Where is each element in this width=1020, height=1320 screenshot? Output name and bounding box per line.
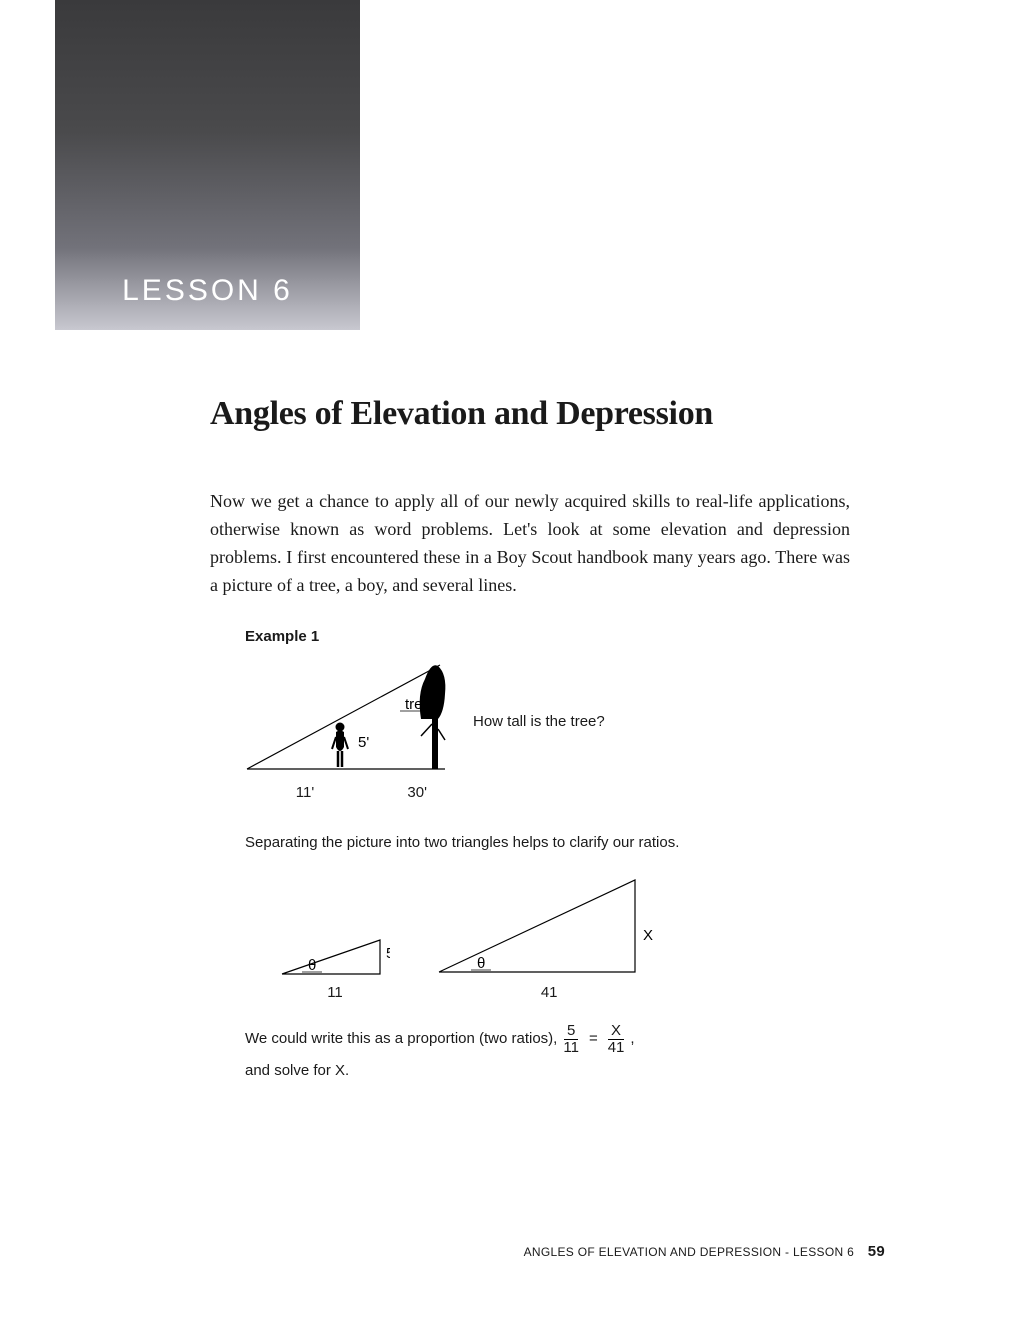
page-footer: ANGLES OF ELEVATION AND DEPRESSION - LES…	[524, 1243, 885, 1260]
page-title: Angles of Elevation and Depression	[210, 395, 850, 433]
distance-1: 11'	[265, 784, 345, 801]
comma: ,	[630, 1028, 634, 1051]
large-tri-base: 41	[439, 984, 659, 1001]
large-tri-opposite: X	[643, 927, 653, 944]
theta-label-small: θ	[308, 957, 316, 974]
small-tri-base: 11	[280, 984, 390, 1001]
large-triangle-icon: θ X	[435, 872, 655, 982]
theta-label-large: θ	[477, 955, 485, 972]
two-triangles-figure: θ 5 θ X	[280, 872, 850, 982]
separation-text: Separating the picture into two triangle…	[245, 831, 850, 854]
page-content: Angles of Elevation and Depression Now w…	[210, 395, 850, 1101]
lesson-label: LESSON 6	[122, 274, 293, 308]
fraction-1-num: 5	[564, 1023, 578, 1040]
figure-question: How tall is the tree?	[473, 713, 605, 730]
tree-silhouette-icon	[420, 665, 446, 769]
proportion-post: and solve for X.	[245, 1059, 850, 1082]
boy-height-label: 5'	[358, 734, 369, 751]
equals-sign: =	[589, 1028, 598, 1051]
fraction-2: X 41	[605, 1023, 628, 1056]
example-label: Example 1	[245, 628, 850, 645]
triangle-bases: 11 41	[280, 984, 850, 1001]
distance-2: 30'	[377, 784, 457, 801]
tree-boy-diagram: tree 5'	[245, 659, 455, 774]
footer-text: ANGLES OF ELEVATION AND DEPRESSION - LES…	[524, 1245, 854, 1259]
tree-label: tree	[405, 696, 431, 713]
figure-1-dimensions: 11' 30'	[245, 784, 850, 801]
fraction-2-den: 41	[605, 1040, 628, 1056]
proportion-pre: We could write this as a proportion (two…	[245, 1028, 557, 1051]
proportion-statement: We could write this as a proportion (two…	[245, 1023, 850, 1056]
fraction-1-den: 11	[560, 1040, 582, 1056]
boy-silhouette-icon	[332, 722, 348, 767]
fraction-2-num: X	[608, 1023, 624, 1040]
figure-1: tree 5' How tall is the tree?	[245, 659, 850, 774]
page-number: 59	[868, 1243, 885, 1260]
small-tri-opposite: 5	[386, 945, 390, 962]
lesson-header-block: LESSON 6	[55, 0, 360, 330]
intro-paragraph: Now we get a chance to apply all of our …	[210, 488, 850, 600]
fraction-1: 5 11	[560, 1023, 582, 1056]
small-triangle-icon: θ 5	[280, 934, 390, 982]
